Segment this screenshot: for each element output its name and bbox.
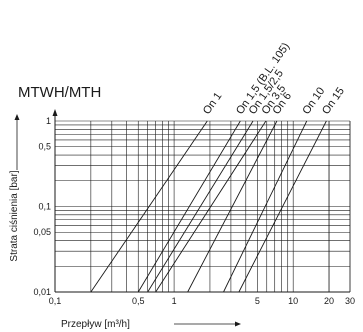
grid	[54, 120, 351, 293]
x-tick-label: 20	[324, 296, 334, 306]
series-line	[155, 120, 267, 293]
series-label: On 1	[201, 90, 225, 116]
series-line	[223, 120, 308, 293]
x-axis-title: Przepływ [m³/h]	[61, 319, 130, 330]
x-tick-label: 5	[255, 296, 260, 306]
y-axis-title: Strata ciśnienia [bar]	[9, 170, 20, 261]
series-line	[90, 120, 208, 293]
svg-text:Strata ciśnienia [bar]: Strata ciśnienia [bar]	[9, 170, 20, 261]
y-tick-label: 0,01	[33, 287, 51, 297]
chart-title: MTWH/MTH	[18, 84, 101, 101]
x-tick-label: 0,1	[49, 296, 62, 306]
tick-labels: 0,1 0,5 1 5 10 20 30 0,01 0,05 0,1 0,5 1	[33, 116, 355, 306]
axes	[52, 109, 350, 293]
y-axis-arrow	[14, 114, 20, 170]
series-line	[137, 120, 241, 293]
x-tick-label: 0,5	[132, 296, 145, 306]
series-line	[187, 120, 278, 293]
series-line	[238, 120, 327, 293]
x-tick-label: 1	[172, 296, 177, 306]
y-tick-label: 1	[46, 116, 51, 126]
y-axis-arrowhead	[52, 109, 58, 116]
y-tick-label: 0,5	[38, 142, 51, 152]
series-labels: On 1 On 1,5 (B.L. 105)On 1,5/2,5On 3,5On …	[201, 41, 347, 117]
series-line	[147, 120, 254, 293]
x-axis-arrow	[174, 321, 241, 327]
y-tick-label: 0,1	[38, 202, 51, 212]
x-tick-label: 30	[345, 296, 355, 306]
x-tick-label: 10	[288, 296, 298, 306]
series-lines	[90, 120, 327, 293]
y-tick-label: 0,05	[33, 227, 51, 237]
